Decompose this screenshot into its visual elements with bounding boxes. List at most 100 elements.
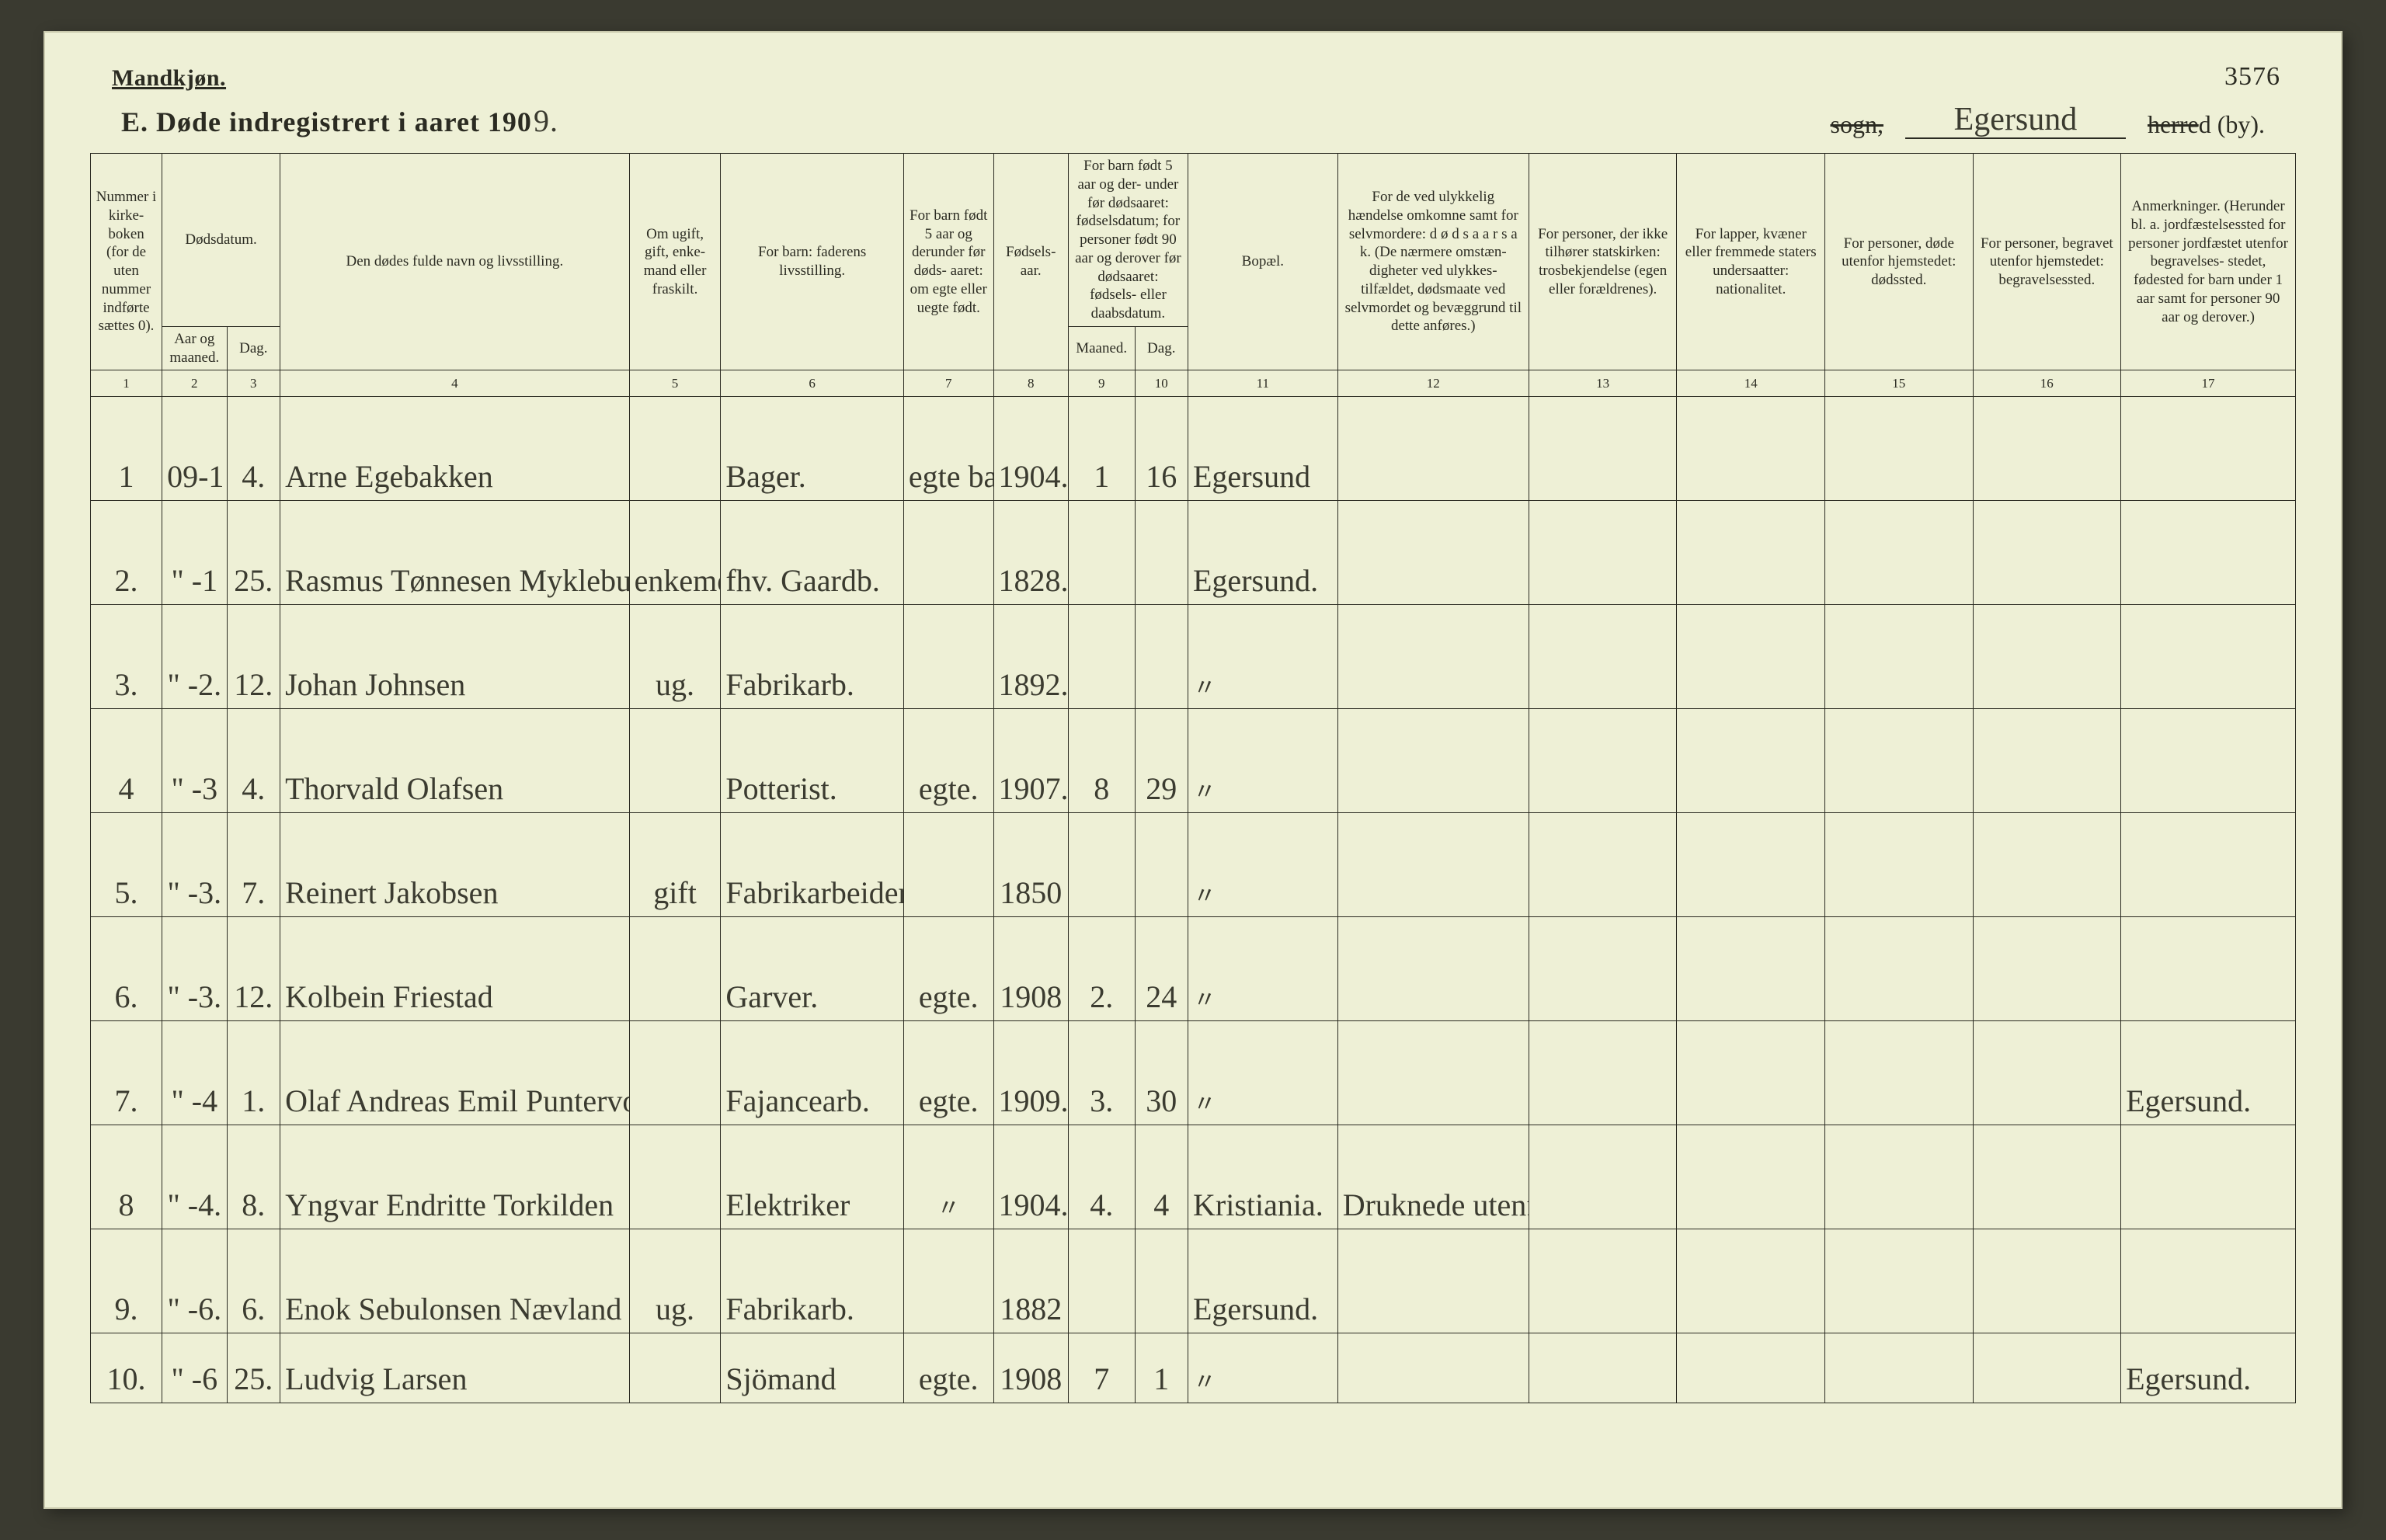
colnum: 16 <box>1973 370 2121 397</box>
cell-father: Garver. <box>721 917 904 1021</box>
cell-status <box>629 1333 721 1403</box>
cell-birth-month <box>1068 501 1135 605</box>
cell-residence: Egersund <box>1188 397 1338 501</box>
table-row: 3." -2.12.Johan Johnsenug.Fabrikarb.1892… <box>91 605 2296 709</box>
cell-name: Arne Egebakken <box>280 397 630 501</box>
cell-no: 9. <box>91 1229 162 1333</box>
cell-c15 <box>1824 1229 1973 1333</box>
cell-birth-month: 4. <box>1068 1125 1135 1229</box>
cell-cause <box>1337 1021 1529 1125</box>
cell-no: 6. <box>91 917 162 1021</box>
cell-c14 <box>1677 709 1825 813</box>
cell-c13 <box>1529 813 1677 917</box>
colnum: 14 <box>1677 370 1825 397</box>
cell-c14 <box>1677 397 1825 501</box>
cell-c14 <box>1677 501 1825 605</box>
col-header: For personer, døde utenfor hjemstedet: d… <box>1824 154 1973 370</box>
cell-residence: 〃 <box>1188 1021 1338 1125</box>
cell-name: Johan Johnsen <box>280 605 630 709</box>
colnum: 9 <box>1068 370 1135 397</box>
cell-c14 <box>1677 1333 1825 1403</box>
cell-c16 <box>1973 501 2121 605</box>
cell-birth-month: 8 <box>1068 709 1135 813</box>
cell-c14 <box>1677 1125 1825 1229</box>
col-header: For barn: faderens livsstilling. <box>721 154 904 370</box>
cell-c17 <box>2121 501 2296 605</box>
col-header: For barn født 5 aar og der- under før dø… <box>1068 154 1188 327</box>
cell-legit <box>903 1229 993 1333</box>
title-prefix: E. Døde indregistrert i aaret 190 <box>121 106 532 137</box>
cell-birthyear: 1907. <box>993 709 1068 813</box>
cell-c15 <box>1824 501 1973 605</box>
cell-birth-month: 7 <box>1068 1333 1135 1403</box>
cell-c16 <box>1973 1333 2121 1403</box>
cell-father: Sjömand <box>721 1333 904 1403</box>
cell-year-month: " -1 <box>162 501 227 605</box>
cell-c15 <box>1824 397 1973 501</box>
cell-birthyear: 1904. <box>993 1125 1068 1229</box>
cell-birth-day: 1 <box>1135 1333 1188 1403</box>
cell-day: 1. <box>227 1021 280 1125</box>
cell-birth-day: 16 <box>1135 397 1188 501</box>
cell-c15 <box>1824 1125 1973 1229</box>
cell-legit: 〃 <box>903 1125 993 1229</box>
cell-father: Potterist. <box>721 709 904 813</box>
col-header: Anmerkninger. (Herunder bl. a. jordfæste… <box>2121 154 2296 370</box>
cell-day: 8. <box>227 1125 280 1229</box>
cell-legit <box>903 605 993 709</box>
cell-c15 <box>1824 709 1973 813</box>
cell-year-month: " -4. <box>162 1125 227 1229</box>
cell-birthyear: 1909. <box>993 1021 1068 1125</box>
cell-year-month: 09-1 <box>162 397 227 501</box>
cell-c14 <box>1677 813 1825 917</box>
cell-c16 <box>1973 605 2121 709</box>
cell-c13 <box>1529 1229 1677 1333</box>
cell-cause: Druknede utenfor bryggen. ✓ <box>1337 1125 1529 1229</box>
cell-father: Elektriker <box>721 1125 904 1229</box>
cell-father: Fabrikarb. <box>721 605 904 709</box>
cell-day: 12. <box>227 605 280 709</box>
cell-c17 <box>2121 813 2296 917</box>
colnum: 8 <box>993 370 1068 397</box>
cell-father: fhv. Gaardb. <box>721 501 904 605</box>
cell-day: 25. <box>227 1333 280 1403</box>
col-header: Dødsdatum. <box>162 154 280 327</box>
cell-no: 4 <box>91 709 162 813</box>
cell-birthyear: 1892. <box>993 605 1068 709</box>
title-year-suffix: 9. <box>532 103 558 138</box>
cell-c14 <box>1677 1021 1825 1125</box>
cell-day: 7. <box>227 813 280 917</box>
cell-birth-day <box>1135 813 1188 917</box>
cell-status: enkemd <box>629 501 721 605</box>
cell-c13 <box>1529 605 1677 709</box>
table-row: 5." -3.7.Reinert JakobsengiftFabrikarbei… <box>91 813 2296 917</box>
cell-name: Reinert Jakobsen <box>280 813 630 917</box>
cell-c14 <box>1677 1229 1825 1333</box>
cell-legit <box>903 501 993 605</box>
cell-c13 <box>1529 397 1677 501</box>
cell-birth-month <box>1068 813 1135 917</box>
colnum: 5 <box>629 370 721 397</box>
cell-cause <box>1337 605 1529 709</box>
cell-day: 12. <box>227 917 280 1021</box>
cell-c16 <box>1973 1125 2121 1229</box>
cell-status: ug. <box>629 605 721 709</box>
cell-day: 4. <box>227 709 280 813</box>
cell-c17 <box>2121 709 2296 813</box>
cell-cause <box>1337 1229 1529 1333</box>
cell-c16 <box>1973 917 2121 1021</box>
gender-heading: Mandkjøn. <box>112 65 226 92</box>
cell-legit: egte. <box>903 1021 993 1125</box>
cell-birth-day: 30 <box>1135 1021 1188 1125</box>
colnum: 17 <box>2121 370 2296 397</box>
cell-cause <box>1337 1333 1529 1403</box>
cell-residence: 〃 <box>1188 813 1338 917</box>
cell-c15 <box>1824 605 1973 709</box>
cell-birth-month: 3. <box>1068 1021 1135 1125</box>
cell-name: Thorvald Olafsen <box>280 709 630 813</box>
cell-day: 25. <box>227 501 280 605</box>
table-body: 109-14.Arne EgebakkenBager.egte ba1904.1… <box>91 397 2296 1403</box>
col-header: For barn født 5 aar og derunder før døds… <box>903 154 993 370</box>
cell-birth-month <box>1068 1229 1135 1333</box>
cell-c14 <box>1677 917 1825 1021</box>
